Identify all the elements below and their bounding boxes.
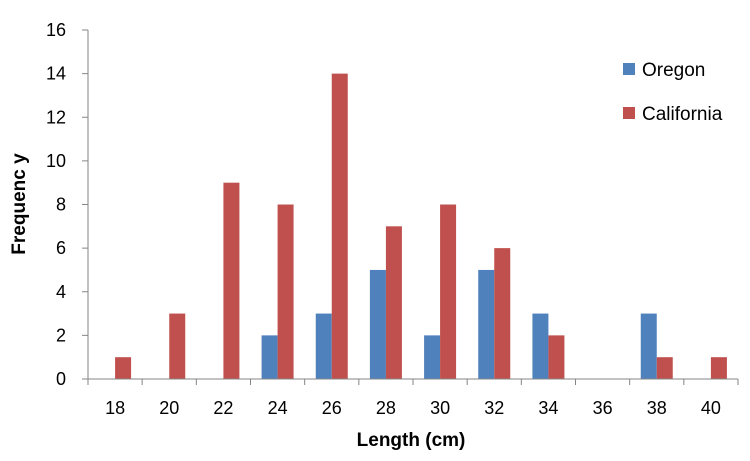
y-tick-label: 8 [56,195,66,215]
x-tick-label: 28 [376,398,396,418]
x-axis-title: Length (cm) [357,430,466,451]
bar-oregon-38 [640,313,657,379]
bar-oregon-28 [369,269,386,379]
x-tick-label: 36 [593,398,613,418]
y-tick-label: 4 [56,282,66,302]
bar-california-26 [331,73,348,379]
y-axis-title: Frequenc y [9,153,30,255]
y-tick-label: 12 [46,107,66,127]
x-tick-label: 38 [647,398,667,418]
bar-oregon-26 [315,313,332,379]
bar-california-38 [656,357,673,379]
bar-california-24 [277,204,294,379]
bar-california-28 [385,226,402,379]
bar-oregon-30 [424,335,441,379]
legend-swatch-california [623,107,635,119]
legend: Oregon California [623,60,723,125]
bar-oregon-32 [478,269,495,379]
bar-california-18 [115,357,132,379]
bar-california-40 [710,357,727,379]
y-tick-label: 2 [56,325,66,345]
bars-group [115,73,727,379]
bar-california-30 [440,204,457,379]
x-tick-label: 26 [322,398,342,418]
bar-california-20 [169,313,186,379]
x-tick-label: 32 [484,398,504,418]
legend-label-california: California [642,104,723,125]
bar-california-22 [223,182,240,379]
x-tick-label: 22 [213,398,233,418]
x-tick-label: 24 [268,398,288,418]
x-tick-label: 30 [430,398,450,418]
y-tick-label: 0 [56,369,66,389]
y-tick-label: 16 [46,20,66,40]
legend-swatch-oregon [623,63,635,75]
y-tick-label: 10 [46,151,66,171]
bar-california-32 [494,248,511,379]
bar-oregon-34 [532,313,549,379]
x-tick-label: 18 [105,398,125,418]
bar-oregon-24 [261,335,278,379]
x-tick-label: 34 [538,398,558,418]
y-tick-label: 14 [46,64,66,84]
x-tick-label: 20 [159,398,179,418]
legend-label-oregon: Oregon [642,60,705,81]
y-tick-label: 6 [56,238,66,258]
x-tick-label: 40 [701,398,721,418]
bar-california-34 [548,335,565,379]
